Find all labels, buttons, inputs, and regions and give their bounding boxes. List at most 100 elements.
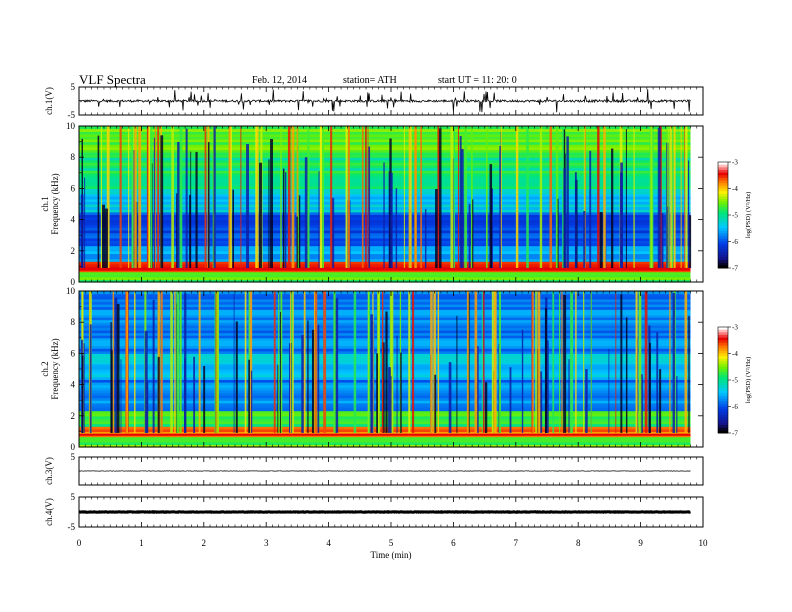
time-axis: 0 1 2 3 4 5 6 7 8 9 10 Time (min) [77,538,708,560]
sferic-column [468,292,470,433]
frequency-band [79,330,691,334]
sferic-column [531,291,534,433]
sferic-column [680,126,682,268]
colorbar-segment [718,191,728,195]
sferic-column [434,374,437,433]
colorbar-segment [718,382,728,386]
colorbar-segment [718,353,728,357]
colorbar-segment [718,364,728,368]
frequency-band [79,415,691,419]
sferic-column [249,291,253,433]
sferic-column [499,146,502,268]
sferic-column [493,291,497,433]
sferic-column [388,367,391,433]
sferic-column [317,324,320,433]
frequency-band [79,193,691,197]
y-tick-label: -5 [68,522,76,532]
sferic-column [102,204,106,268]
colorbar-segment [718,398,728,402]
sferic-column [110,322,112,433]
sferic-column [688,316,690,433]
frequency-band [79,133,691,137]
sferic-column [666,126,668,268]
sferic-column [335,298,339,433]
sferic-column [633,126,635,268]
frequency-band [79,141,691,145]
low-frequency-line [79,268,691,271]
sferic-column [120,359,122,433]
sferic-column [131,126,134,268]
colorbar-tick-label: -7 [732,430,738,438]
frequency-band [79,382,691,386]
frequency-band [79,366,691,370]
sferic-column [638,291,642,433]
sferic-column [376,353,379,433]
sferic-column [500,126,502,268]
sferic-column [287,126,291,268]
sferic-column [345,126,348,268]
sferic-column [687,160,690,268]
sferic-column [539,126,543,268]
frequency-band [79,240,691,244]
colorbar-segment [718,252,728,256]
colorbar-tick-label: -5 [732,377,738,385]
sferic-column [549,126,553,268]
sferic-column [410,126,412,268]
sferic-column [644,291,648,433]
sferic-column [171,126,174,268]
sferic-column [484,382,488,433]
sferic-column [311,329,315,433]
colorbar-tick-label: -6 [732,238,738,246]
y-axis-label: ch.3(V) [44,457,54,485]
sferic-column [100,126,103,268]
frequency-band [79,191,691,195]
frequency-band [79,209,691,213]
sferic-column [134,291,136,433]
frequency-band [79,250,691,254]
colorbar-segment [718,254,728,258]
colorbar-segment [718,220,728,224]
y-tick-label: 5 [71,492,76,502]
sferic-column [318,171,320,268]
sferic-column [150,126,153,268]
sferic-column [532,291,534,433]
frequency-band [79,340,691,344]
frequency-band [79,428,691,432]
frequency-band [79,384,691,388]
x-tick-label: 2 [202,538,207,548]
sferic-column [204,126,207,268]
y-tick-label: 8 [71,152,76,162]
sferic-column [307,126,310,268]
sferic-column [408,126,411,268]
sferic-column [367,146,371,268]
colorbar-segment [718,183,728,187]
colorbar-segment [718,425,728,429]
sferic-column [303,291,306,433]
sferic-column [656,332,659,433]
frequency-band [79,441,691,445]
frequency-band [79,314,691,318]
low-frequency-line [79,433,691,436]
sferic-column [273,291,276,433]
sferic-column [347,126,350,268]
frequency-band [79,376,691,380]
sferic-column [566,136,569,268]
sferic-column [597,126,600,268]
sferic-column [112,291,115,433]
frequency-band [79,165,691,169]
colorbar-tick-label: -4 [732,350,738,358]
sferic-column [213,126,216,268]
frequency-band [79,224,691,228]
sferic-column [403,126,405,268]
colorbar-segment [718,209,728,213]
sferic-column [671,126,674,268]
x-tick-label: 4 [326,538,331,548]
colorbar-segment [718,332,728,336]
sferic-column [547,340,549,433]
colorbar-tick-label: -5 [732,212,738,220]
x-tick-label: 10 [699,538,709,548]
sferic-column [570,291,574,433]
sferic-column [670,126,673,268]
frequency-band [79,214,691,218]
